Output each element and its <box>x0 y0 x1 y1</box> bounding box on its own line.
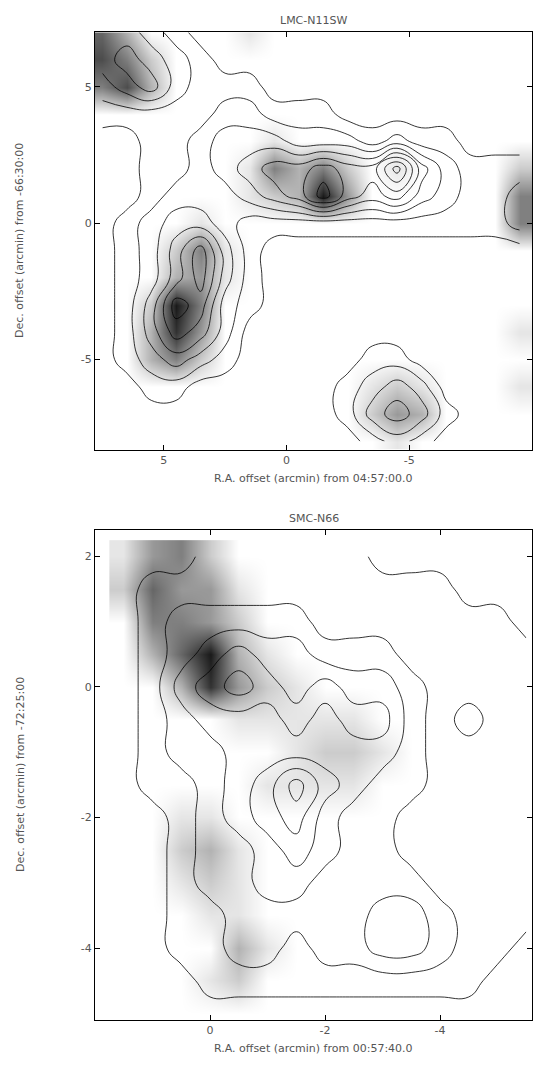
svg-text:LMC-N11SW: LMC-N11SW <box>280 14 347 27</box>
svg-text:0: 0 <box>283 454 290 467</box>
svg-text:Dec. offset (arcmin) from -72:: Dec. offset (arcmin) from -72:25:00 <box>14 677 27 872</box>
svg-text:-4: -4 <box>435 1024 446 1037</box>
svg-text:-2: -2 <box>320 1024 331 1037</box>
svg-text:R.A. offset (arcmin) from 00:5: R.A. offset (arcmin) from 00:57:40.0 <box>214 1042 413 1055</box>
svg-text:-2: -2 <box>81 811 92 824</box>
svg-text:-4: -4 <box>81 942 92 955</box>
svg-text:Dec. offset (arcmin) from -66:: Dec. offset (arcmin) from -66:30:00 <box>13 143 26 338</box>
svg-text:SMC-N66: SMC-N66 <box>289 512 339 525</box>
svg-text:R.A. offset (arcmin) from 04:5: R.A. offset (arcmin) from 04:57:00.0 <box>214 472 413 485</box>
svg-text:5: 5 <box>160 454 167 467</box>
svg-text:0: 0 <box>85 681 92 694</box>
svg-text:0: 0 <box>207 1024 214 1037</box>
svg-text:5: 5 <box>85 81 92 94</box>
svg-text:0: 0 <box>85 217 92 230</box>
svg-text:-5: -5 <box>81 353 92 366</box>
svg-text:-5: -5 <box>404 454 415 467</box>
svg-text:2: 2 <box>85 550 92 563</box>
